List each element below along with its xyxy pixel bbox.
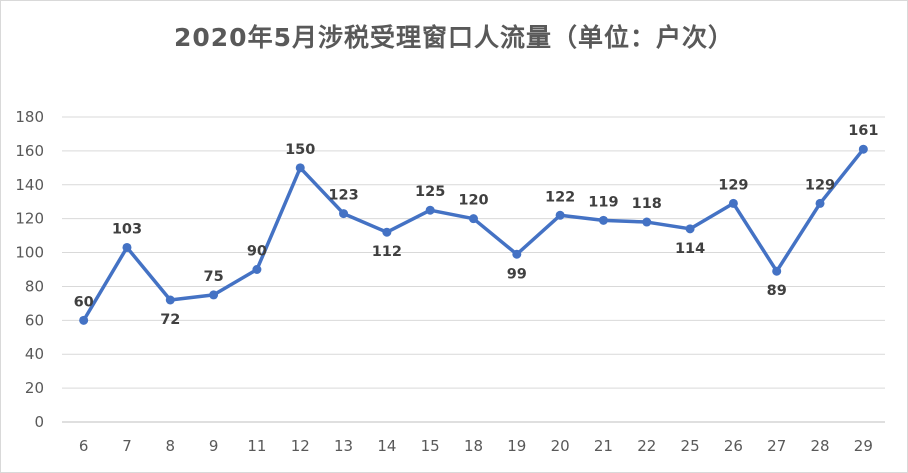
x-tick-label: 15 [421,437,440,455]
data-label: 120 [458,193,488,209]
data-label: 122 [545,189,575,205]
x-tick-label: 12 [291,437,310,455]
x-tick-label: 19 [507,437,526,455]
series-line [82,148,865,322]
data-point [598,215,608,225]
data-point [295,163,305,173]
x-tick-label: 13 [334,437,353,455]
data-point [815,198,825,208]
x-tick-label: 11 [247,437,266,455]
data-labels-group: 60 103 72 75 90 150 123 112 125 120 99 122 119 118 114… [74,123,879,328]
data-point [728,198,738,208]
series-group [79,144,868,325]
data-label: 129 [805,177,835,193]
x-tick-label: 7 [122,437,132,455]
data-label: 114 [675,241,705,257]
x-tick-label: 26 [724,437,743,455]
y-tick-label: 80 [25,277,44,295]
data-point [252,265,262,274]
data-point [469,214,478,224]
x-tick-label: 25 [681,437,700,455]
data-label: 119 [588,194,618,210]
x-tick-label: 18 [464,437,483,455]
data-label: 103 [112,221,142,237]
x-tick-label: 20 [551,437,570,455]
y-tick-label: 60 [25,311,44,329]
data-point [79,315,89,325]
data-label: 72 [160,312,180,328]
x-tick-label: 9 [209,437,219,455]
data-label: 123 [328,188,358,204]
data-point [339,209,349,219]
data-point [858,144,868,154]
x-tick-label: 28 [810,437,829,455]
x-tick-label: 6 [79,437,89,455]
x-tick-label: 8 [166,437,176,455]
y-tick-label: 160 [15,142,44,160]
data-point [512,249,522,259]
data-label: 112 [372,244,402,260]
data-point [555,210,565,220]
y-tick-label: 180 [15,108,44,126]
x-tick-label: 27 [767,437,786,455]
y-axis-ticks: 0 20 40 60 80 100 120 140 160 180 [15,108,44,431]
y-tick-label: 40 [25,345,44,363]
data-point [772,266,782,276]
data-point [642,217,652,227]
y-tick-label: 120 [15,210,44,228]
data-point [209,290,219,300]
x-tick-label: 22 [637,437,656,455]
x-axis-ticks: 6 7 8 9 11 12 13 14 15 18 19 20 21 22 25 26 27 28 29 [79,437,873,455]
y-tick-label: 100 [15,244,44,262]
data-label: 60 [74,294,94,310]
y-tick-label: 0 [34,413,44,431]
x-tick-label: 29 [854,437,873,455]
data-point [382,227,392,237]
data-point [165,295,175,305]
data-point [122,242,132,252]
data-point [425,205,435,215]
gridlines [62,116,885,423]
data-label: 75 [204,269,224,285]
data-label: 118 [632,196,662,212]
data-label: 129 [718,177,748,193]
data-label: 90 [247,244,267,260]
y-tick-label: 140 [15,176,44,194]
y-tick-label: 20 [25,379,44,397]
data-point [685,224,695,234]
x-tick-label: 14 [377,437,396,455]
data-label: 125 [415,184,445,200]
x-tick-label: 21 [594,437,613,455]
data-label: 161 [848,123,878,139]
data-label: 99 [507,266,527,282]
data-label: 89 [767,283,787,299]
chart-title: 2020年5月涉税受理窗口人流量（单位：户次） [174,23,734,52]
data-label: 150 [285,142,315,158]
